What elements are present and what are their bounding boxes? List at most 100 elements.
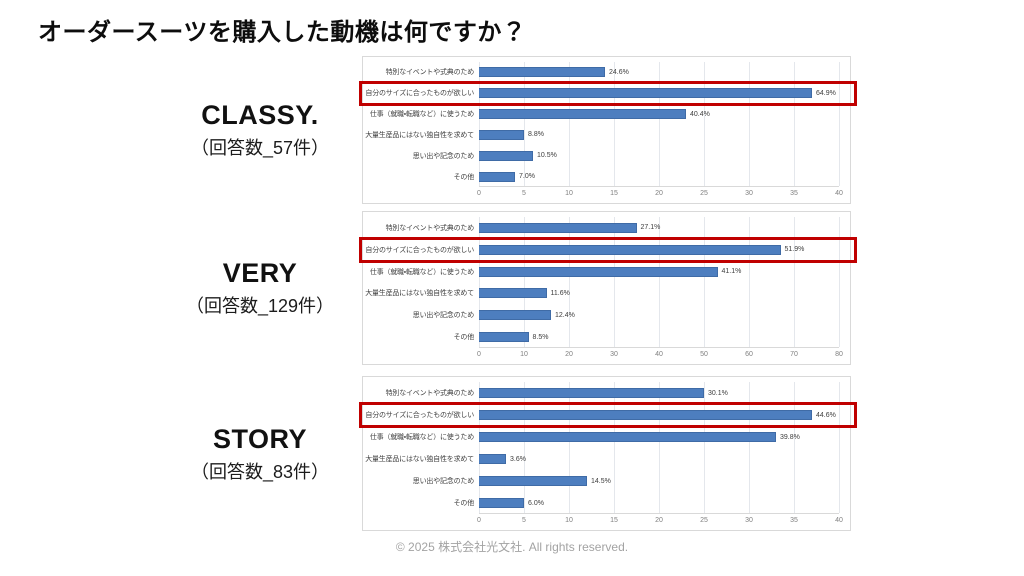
- bar: [479, 498, 524, 508]
- gridline: [794, 62, 795, 186]
- gridline: [569, 217, 570, 347]
- axis-tick-label: 0: [477, 190, 481, 197]
- gridline: [839, 217, 840, 347]
- category-label: 自分のサイズに合ったものが欲しい: [365, 90, 474, 98]
- value-label: 10.5%: [537, 152, 557, 160]
- axis-tick-label: 40: [655, 351, 663, 358]
- bar-row: 大量生産品にはない独自性を求めて 8.8%: [363, 124, 850, 145]
- axis-tick-label: 30: [745, 517, 753, 524]
- bar-track: 8.8%: [479, 124, 839, 145]
- axis-tick-label: 35: [790, 517, 798, 524]
- x-axis: 0 10 20 30 40 50 60 70 80: [477, 348, 843, 364]
- axis-tick-label: 35: [790, 190, 798, 197]
- bar: [479, 222, 637, 233]
- bar-track: 6.0%: [479, 492, 839, 514]
- axis-tick-label: 5: [522, 517, 526, 524]
- brand-name-story: STORY: [212, 423, 308, 454]
- axis-tick-label: 10: [565, 190, 573, 197]
- bar: [479, 432, 776, 442]
- bar-row: 思い出や記念のため 14.5%: [363, 470, 850, 492]
- bar-row: その他 8.5%: [363, 326, 850, 348]
- bar-track: 44.6%: [479, 404, 839, 426]
- gridline: [479, 217, 480, 347]
- brand-name-classy: CLASSY.: [201, 100, 319, 130]
- gridline: [704, 217, 705, 347]
- value-label: 8.8%: [528, 131, 544, 139]
- bar-row: 思い出や記念のため 12.4%: [363, 304, 850, 326]
- bar: [479, 244, 781, 255]
- value-label: 27.1%: [640, 224, 661, 232]
- bar-row: その他 6.0%: [363, 492, 850, 514]
- value-label: 6.0%: [528, 499, 544, 507]
- axis-tick-label: 20: [655, 517, 663, 524]
- bar-row: 仕事（就職・転職など）に使うため 39.8%: [363, 426, 850, 448]
- bar: [479, 388, 704, 398]
- bar-track: 27.1%: [479, 217, 839, 239]
- bar: [479, 129, 524, 140]
- value-label: 64.9%: [816, 89, 836, 97]
- value-label: 41.1%: [721, 268, 742, 276]
- bar-track: 3.6%: [479, 448, 839, 470]
- axis-tick-label: 0: [477, 351, 481, 358]
- bar-row: その他 7.0%: [363, 166, 850, 187]
- highlighted-row: 自分のサイズに合ったものが欲しい 51.9%: [359, 236, 857, 263]
- chart-panel-very: 特別なイベントや式典のため 27.1% 自分のサイズに合ったものが欲しい 51.9% 仕…: [359, 211, 857, 365]
- category-label: 仕事（就職・転職など）に使うため: [369, 434, 474, 441]
- gridline: [569, 62, 570, 186]
- brand-block-classy: CLASSY. （回答数_57件）: [150, 56, 370, 204]
- gridline: [749, 382, 750, 513]
- bar-rows: 特別なイベントや式典のため 24.6% 自分のサイズに合ったものが欲しい 64.9% 仕…: [359, 57, 857, 187]
- category-label: 大量生産品にはない独自性を求めて: [365, 131, 474, 139]
- bar-row: 特別なイベントや式典のため 27.1%: [363, 217, 850, 239]
- value-label: 24.6%: [609, 68, 629, 76]
- bar: [479, 332, 529, 343]
- value-label: 3.6%: [510, 455, 526, 463]
- respondent-count-classy: （回答数_57件）: [190, 138, 330, 158]
- category-label: 自分のサイズに合ったものが欲しい: [365, 412, 474, 419]
- category-label: 仕事（就職・転職など）に使うため: [369, 111, 474, 119]
- gridline: [659, 62, 660, 186]
- gridline: [614, 62, 615, 186]
- value-label: 39.8%: [780, 433, 800, 441]
- copyright-notice: © 2025 株式会社光文社. All rights reserved.: [395, 540, 629, 554]
- bar-rows: 特別なイベントや式典のため 27.1% 自分のサイズに合ったものが欲しい 51.9% 仕…: [359, 212, 857, 348]
- bar: [479, 67, 605, 78]
- axis-tick-label: 80: [835, 351, 843, 358]
- brand-block-story: STORY （回答数_83件）: [150, 376, 370, 531]
- plot-grid: [479, 382, 840, 514]
- gridline: [659, 217, 660, 347]
- bar-row: 大量生産品にはない独自性を求めて 11.6%: [363, 282, 850, 304]
- gridline: [524, 217, 525, 347]
- bar: [479, 109, 686, 120]
- category-label: 特別なイベントや式典のため: [385, 390, 475, 397]
- bar-track: 7.0%: [479, 166, 839, 187]
- category-label: その他: [453, 334, 475, 342]
- value-label: 30.1%: [708, 389, 728, 397]
- gridline: [794, 217, 795, 347]
- axis-tick-label: 30: [610, 351, 618, 358]
- gridline: [569, 382, 570, 513]
- gridline: [479, 62, 480, 186]
- highlighted-row: 自分のサイズに合ったものが欲しい 44.6%: [359, 402, 857, 428]
- gridline: [479, 382, 480, 513]
- gridline: [839, 382, 840, 513]
- axis-tick-label: 25: [700, 517, 708, 524]
- axis-tick-label: 25: [700, 190, 708, 197]
- axis-tick-label: 15: [610, 190, 618, 197]
- category-label: 思い出や記念のため: [412, 478, 474, 485]
- category-label: 思い出や記念のため: [412, 152, 474, 160]
- plot-grid: [479, 217, 840, 348]
- category-label: その他: [453, 173, 475, 181]
- plot-grid: [479, 62, 840, 187]
- bar-row: 思い出や記念のため 10.5%: [363, 145, 850, 166]
- bar-track: 39.8%: [479, 426, 839, 448]
- value-label: 7.0%: [519, 173, 535, 181]
- value-label: 11.6%: [550, 289, 570, 297]
- value-label: 8.5%: [532, 333, 549, 341]
- chart-panel-story: 特別なイベントや式典のため 30.1% 自分のサイズに合ったものが欲しい 44.6% 仕…: [359, 376, 857, 531]
- value-label: 51.9%: [784, 246, 805, 254]
- gridline: [704, 382, 705, 513]
- highlighted-row: 自分のサイズに合ったものが欲しい 64.9%: [359, 80, 857, 106]
- bar-rows: 特別なイベントや式典のため 30.1% 自分のサイズに合ったものが欲しい 44.6% 仕…: [359, 377, 857, 514]
- bar-track: 64.9%: [479, 83, 839, 104]
